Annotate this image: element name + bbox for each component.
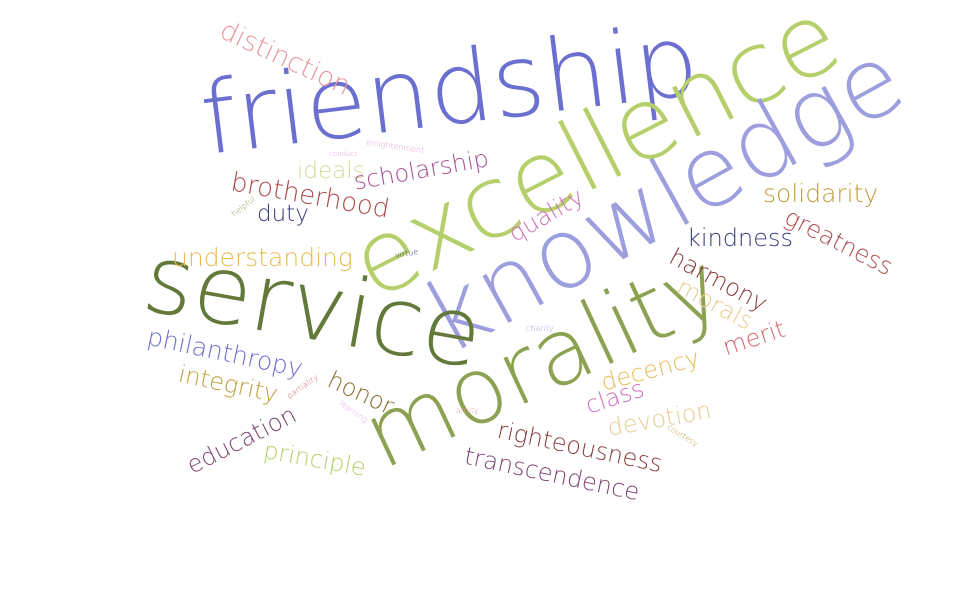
- word-greatness: greatness: [780, 202, 898, 282]
- word-helpful: helpful: [229, 194, 257, 219]
- word-conduct: conduct: [329, 150, 358, 158]
- word-understanding: understanding: [172, 243, 353, 272]
- word-kindness: kindness: [687, 224, 793, 252]
- word-solidarity: solidarity: [763, 179, 879, 208]
- word-principle: principle: [261, 436, 369, 482]
- word-ideals: ideals: [297, 158, 365, 184]
- word-duty: duty: [257, 201, 309, 227]
- word-charity: charity: [526, 324, 554, 333]
- word-amity: amity: [456, 406, 479, 415]
